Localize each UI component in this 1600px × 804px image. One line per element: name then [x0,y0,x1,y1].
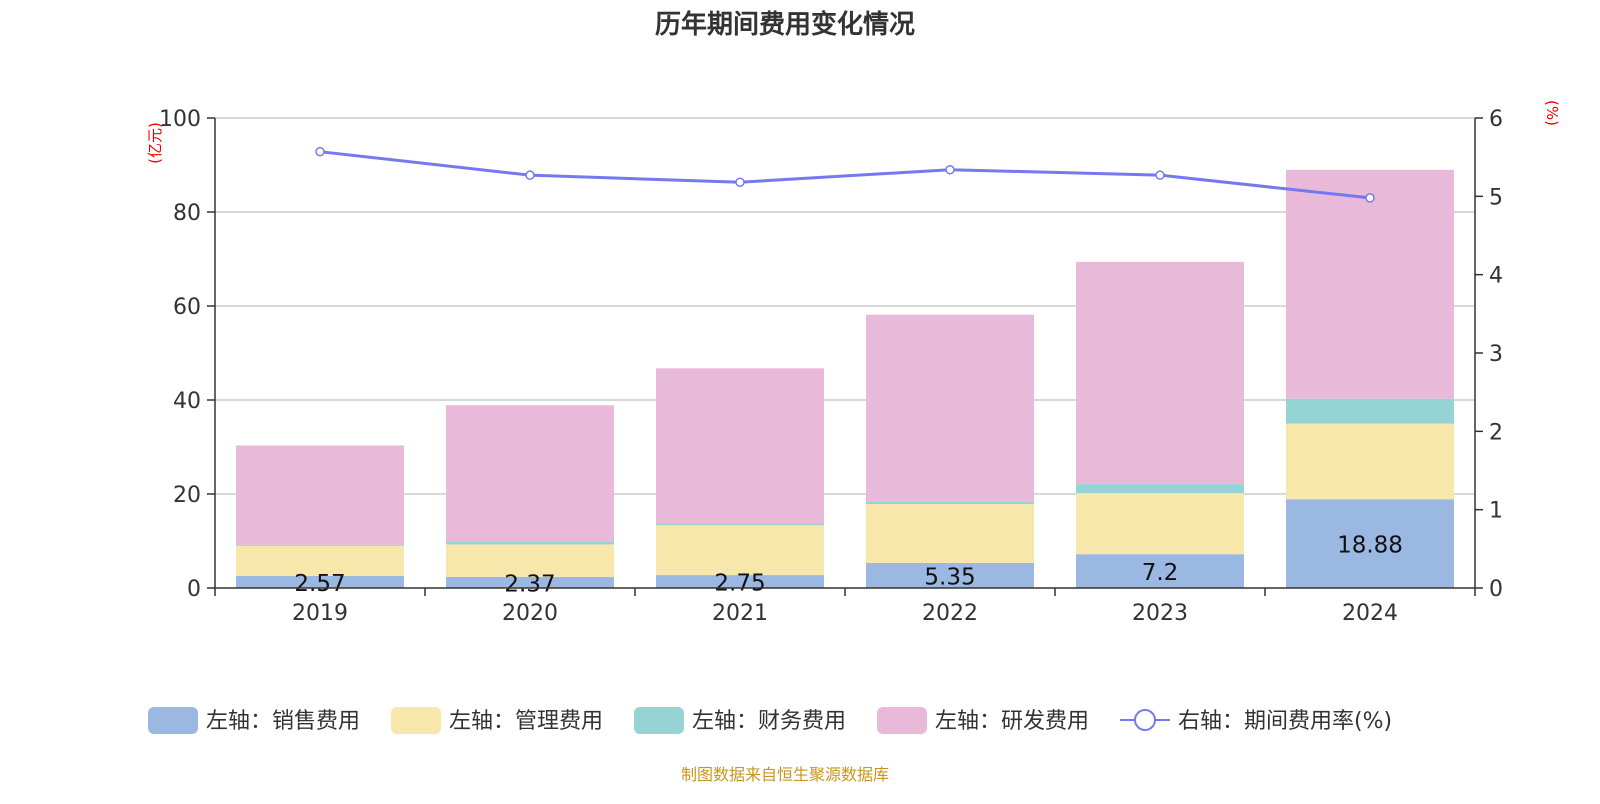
right-tick-label: 1 [1489,499,1503,524]
x-tick-label: 2021 [712,601,768,626]
bar-segment [1076,484,1244,494]
right-tick-label: 4 [1489,264,1503,289]
right-tick-label: 2 [1489,420,1503,445]
source-note: 制图数据来自恒生聚源数据库 [681,765,889,784]
bar-segment [656,575,824,588]
rate-line [319,150,1371,200]
left-tick-label: 20 [173,483,201,508]
bar-data-label: 2.37 [504,571,555,597]
x-tick-label: 2024 [1342,601,1398,626]
bar-segment [1076,261,1244,485]
bar-data-label: 18.88 [1337,533,1403,559]
bar-segment [236,544,404,546]
bar-segment [446,405,614,542]
bar-segment [656,368,824,524]
legend-circle-icon [1134,709,1156,731]
x-tick-label: 2023 [1132,601,1188,626]
right-tick-label: 0 [1489,577,1503,602]
bar-data-label: 2.75 [714,571,765,597]
left-tick-label: 40 [173,389,201,414]
bar-segment [866,501,1034,505]
bar-segment [866,562,1034,588]
legend-label: 左轴：财务费用 [692,709,846,734]
x-tick-label: 2022 [922,601,978,626]
bar-segment [236,445,404,545]
legend-swatch-icon [148,707,198,734]
legend-label: 右轴：期间费用率(%) [1178,709,1392,734]
chart-title: 历年期间费用变化情况 [655,9,915,40]
right-tick-label: 3 [1489,342,1503,367]
bar-segment [236,545,404,576]
bar-data-label: 2.57 [294,571,345,597]
legend-label: 左轴：销售费用 [206,709,360,734]
legend-label: 左轴：研发费用 [935,709,1089,734]
rate-point [945,164,955,175]
bar-segment [1076,493,1244,555]
legend-swatch-icon [634,707,684,734]
x-tick-label: 2019 [292,601,348,626]
rate-point [1365,193,1375,203]
bar-segment [866,314,1034,502]
bar-segment [866,504,1034,563]
left-tick-label: 80 [173,201,201,226]
bar-segment [1286,499,1454,588]
bar-segment [656,523,824,526]
rate-point [1155,170,1165,180]
bar-segment [236,575,404,588]
right-tick-label: 6 [1489,107,1503,132]
bar-segment [446,544,614,577]
x-tick-label: 2020 [502,601,558,626]
legend-label: 左轴：管理费用 [449,709,603,734]
rate-point [735,177,745,187]
legend-swatch-icon [391,707,441,734]
rate-point [315,146,325,157]
rate-point [525,170,535,180]
bar-data-label: 5.35 [924,564,975,590]
legend-swatch-icon [877,707,927,734]
bar-segment [656,525,824,576]
bar-data-label: 7.2 [1142,560,1179,586]
bar-segment [1286,423,1454,500]
bar-segment [1076,554,1244,588]
left-tick-label: 100 [159,107,201,132]
right-axis-unit: (%) [1543,100,1561,126]
bar-segment [1286,398,1454,424]
left-tick-label: 0 [187,577,201,602]
bar-segment [446,541,614,545]
bar-segment [446,576,614,588]
bar-segment [1286,169,1454,399]
left-tick-label: 60 [173,295,201,320]
left-axis-unit: (亿元) [146,122,164,164]
right-tick-label: 5 [1489,185,1503,210]
